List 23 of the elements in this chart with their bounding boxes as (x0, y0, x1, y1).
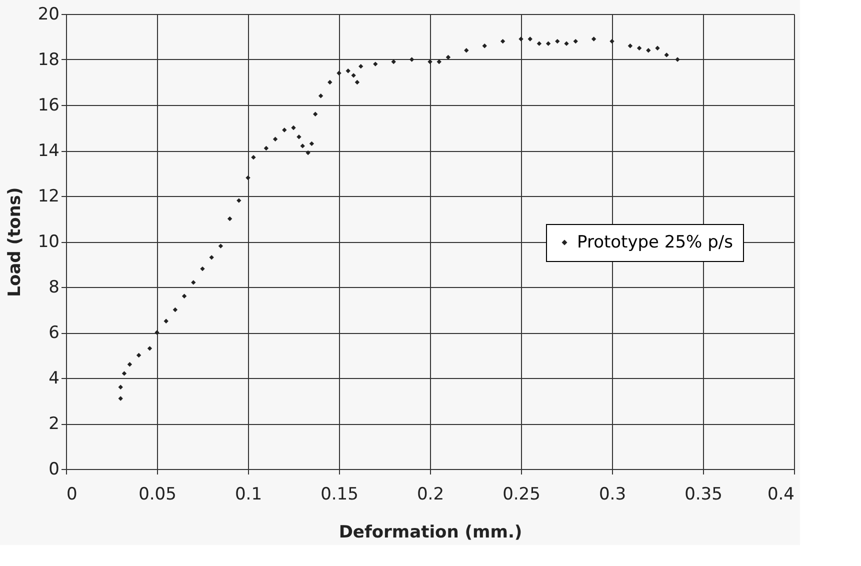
x-tick-label: 0.05 (138, 484, 176, 504)
y-tick-label: 6 (48, 323, 60, 343)
y-tick-label: 18 (38, 50, 60, 70)
x-tick-label: 0.1 (234, 484, 262, 504)
y-tick-label: 8 (48, 278, 60, 298)
y-tick-label: 14 (38, 141, 60, 161)
y-tick-label: 0 (48, 460, 60, 480)
x-tick-label: 0.25 (502, 484, 540, 504)
x-tick-label: 0.35 (684, 484, 722, 504)
x-tick-label: 0.4 (767, 484, 794, 504)
y-tick-label: 16 (38, 96, 60, 116)
x-axis-title: Deformation (mm.) (338, 522, 522, 542)
y-tick-label: 4 (48, 368, 60, 388)
y-tick-label: 10 (38, 232, 60, 252)
y-tick-label: 20 (38, 4, 60, 24)
x-tick-label: 0.2 (416, 484, 444, 504)
x-tick-label: 0.3 (598, 484, 626, 504)
y-tick-label: 2 (48, 414, 60, 434)
y-tick-label: 12 (38, 186, 60, 206)
y-axis-title: Load (tons) (4, 187, 25, 297)
x-tick-label: 0 (66, 484, 78, 504)
legend-label: Prototype 25% p/s (577, 232, 734, 252)
x-tick-label: 0.15 (320, 484, 358, 504)
